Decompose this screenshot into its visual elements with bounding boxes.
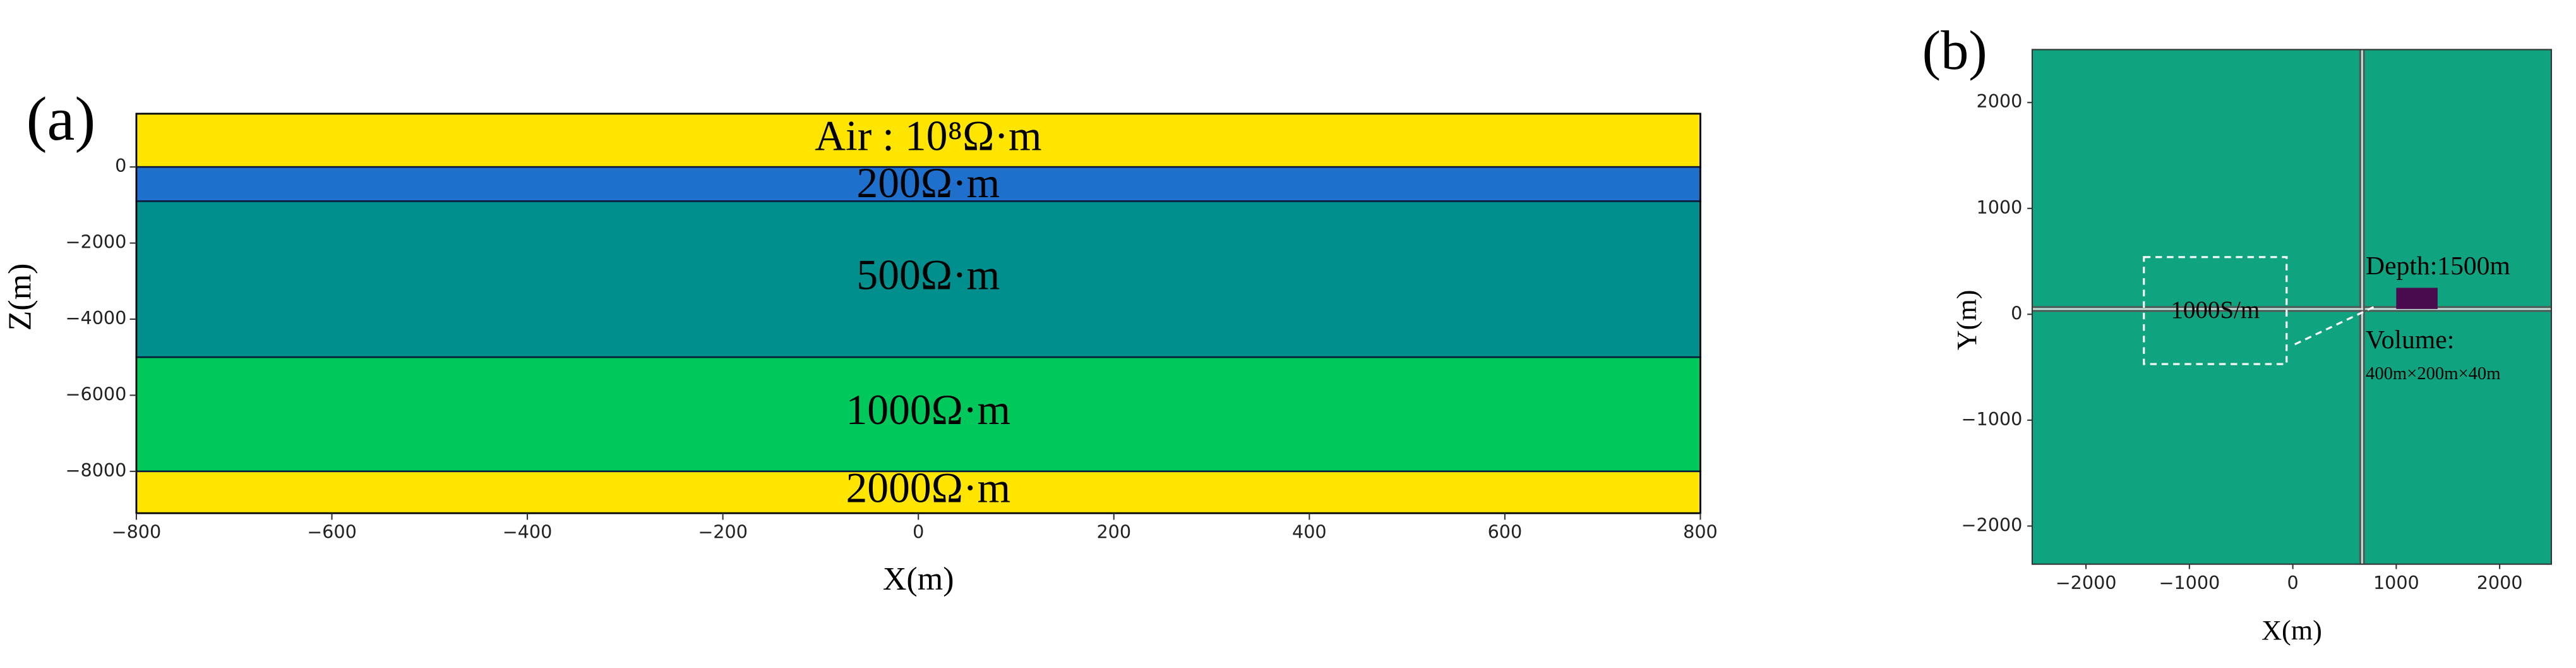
plot-frame — [2031, 49, 2553, 565]
annotation: 400m×200m×40m — [2366, 364, 2500, 384]
x-axis-label: X(m) — [883, 561, 954, 597]
layer-label: 2000Ω·m — [846, 464, 1010, 511]
layer-label: Air : 10⁸Ω·m — [815, 112, 1041, 160]
x-tick-label: 0 — [2287, 572, 2298, 593]
layer-label: 500Ω·m — [856, 251, 1000, 298]
y-tick-label: −8000 — [66, 459, 127, 481]
layer — [135, 356, 1701, 473]
x-tick-label: −200 — [698, 521, 748, 542]
y-tick-label: 1000 — [1977, 197, 2023, 218]
panel-label: (b) — [1922, 20, 1987, 82]
leader-line — [2294, 305, 2377, 346]
annotation: Volume: — [2366, 325, 2454, 355]
y-tick-label: 2000 — [1977, 90, 2023, 112]
layer — [135, 112, 1701, 168]
layer-label: 200Ω·m — [856, 159, 1000, 207]
x-axis-label: X(m) — [2261, 615, 2322, 646]
y-tick-label: 0 — [2011, 302, 2022, 324]
annotation: Depth:1500m — [2366, 252, 2510, 281]
box-label: 1000S/m — [2171, 296, 2260, 324]
x-tick-label: −2000 — [2056, 572, 2117, 593]
x-tick-label: 200 — [1096, 521, 1131, 542]
x-tick-label: −1000 — [2159, 572, 2220, 593]
y-axis-label: Z(m) — [2, 264, 38, 331]
conductive-box — [2143, 256, 2288, 365]
layer — [135, 200, 1701, 358]
y-tick-label: 0 — [115, 155, 126, 176]
anomaly-body — [2396, 288, 2438, 309]
y-tick-label: −4000 — [66, 307, 127, 329]
y-tick-label: −1000 — [1962, 408, 2023, 430]
x-tick-label: 1000 — [2373, 572, 2419, 593]
y-tick-label: −6000 — [66, 383, 127, 404]
x-tick-label: −400 — [503, 521, 553, 542]
y-tick-label: −2000 — [66, 231, 127, 253]
y-axis-label: Y(m) — [1951, 289, 1982, 350]
x-tick-label: 600 — [1488, 521, 1523, 542]
x-tick-label: 0 — [913, 521, 924, 542]
x-tick-label: −800 — [112, 521, 162, 542]
layer-label: 1000Ω·m — [846, 386, 1010, 434]
x-tick-label: 400 — [1292, 521, 1327, 542]
x-tick-label: 800 — [1683, 521, 1718, 542]
y-tick-label: −2000 — [1962, 514, 2023, 535]
panel-label: (a) — [27, 85, 96, 154]
x-tick-label: 2000 — [2477, 572, 2523, 593]
layer — [135, 166, 1701, 202]
x-tick-label: −600 — [307, 521, 357, 542]
